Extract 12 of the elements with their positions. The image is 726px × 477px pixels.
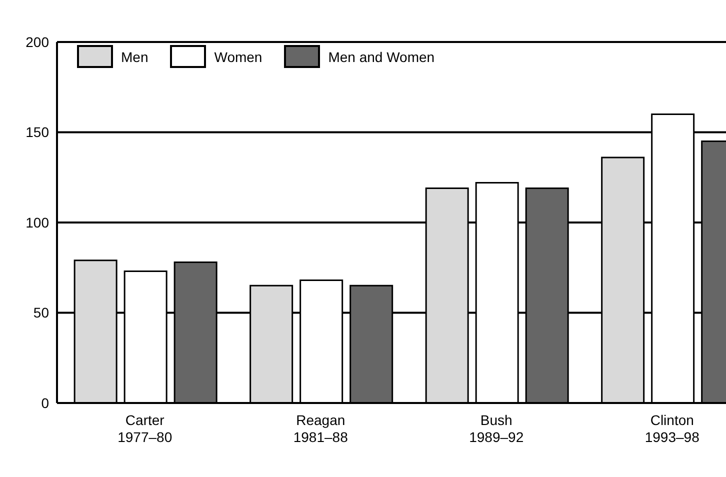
x-tick-label: Clinton 1993–98 bbox=[644, 412, 700, 445]
y-tick-label: 200 bbox=[26, 34, 50, 50]
y-tick-label: 100 bbox=[26, 214, 50, 230]
y-tick-label: 50 bbox=[33, 304, 50, 321]
legend-label: Men and Women bbox=[328, 48, 435, 64]
legend-label: Women bbox=[214, 48, 262, 64]
x-tick-label: Bush 1989–92 bbox=[469, 412, 524, 445]
y-tick-label: 150 bbox=[26, 124, 50, 140]
legend-label: Men bbox=[121, 48, 148, 64]
y-tick-label: 0 bbox=[41, 394, 50, 411]
x-tick-label: Carter 1977–80 bbox=[118, 412, 172, 445]
x-tick-label: Reagan 1981–88 bbox=[293, 412, 348, 445]
